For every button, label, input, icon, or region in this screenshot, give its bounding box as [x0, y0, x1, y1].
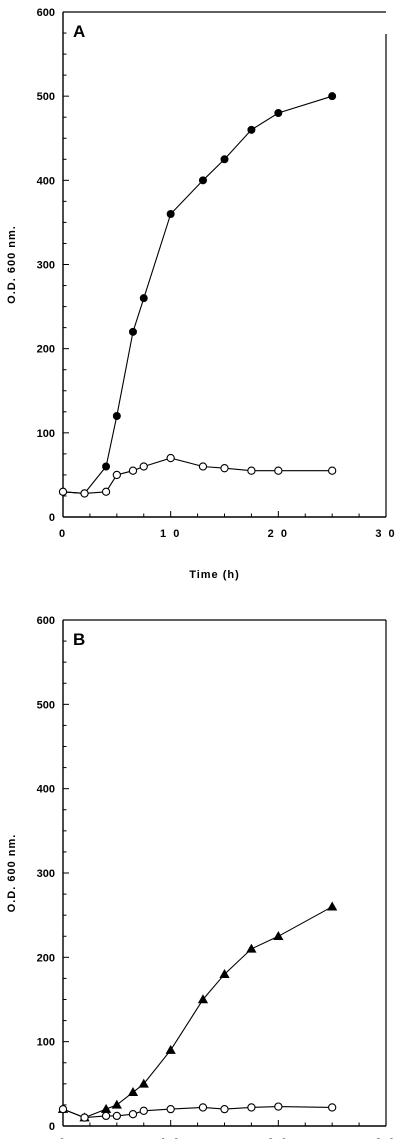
y-tick-label: 200	[37, 952, 55, 964]
y-tick-label: 500	[37, 91, 55, 103]
y-tick-label: 100	[37, 428, 55, 440]
data-point-filled-triangle	[197, 994, 209, 1004]
data-point-open-circle	[274, 1102, 283, 1111]
data-point-open-circle	[139, 1106, 148, 1115]
x-tick-label: 0	[59, 1137, 67, 1139]
x-tick-label: 3 0	[375, 1137, 396, 1139]
data-point-open-circle	[139, 462, 148, 471]
data-point-open-circle	[274, 466, 283, 475]
x-axis-title: Time (h)	[189, 569, 240, 581]
data-point-filled-circle	[102, 462, 111, 471]
data-point-filled-circle	[328, 92, 337, 101]
y-tick-label: 0	[49, 1121, 55, 1133]
data-point-filled-triangle	[165, 1044, 176, 1054]
data-point-open-circle	[80, 1113, 89, 1122]
data-point-filled-circle	[220, 155, 229, 164]
y-axis-title: O.D. 600 nm.	[6, 225, 18, 304]
y-tick-label: 200	[37, 344, 55, 356]
data-point-filled-triangle	[138, 1078, 149, 1088]
data-point-open-circle	[198, 462, 208, 471]
y-tick-label: 600	[37, 7, 55, 19]
panel-label: A	[73, 22, 85, 41]
y-tick-label: 500	[37, 699, 55, 711]
y-tick-label: 400	[37, 175, 55, 187]
data-point-open-circle	[247, 466, 256, 475]
data-point-open-circle	[166, 1104, 175, 1114]
data-point-open-circle	[128, 1110, 138, 1119]
data-point-filled-triangle	[111, 1099, 122, 1109]
series-line-1	[62, 95, 333, 494]
data-point-open-circle	[220, 464, 229, 473]
data-point-open-circle	[328, 466, 337, 475]
y-axis-title: O.D. 600 nm.	[6, 834, 18, 913]
data-point-filled-circle	[139, 294, 148, 303]
data-point-filled-triangle	[327, 901, 338, 911]
y-tick-label: 0	[49, 512, 55, 524]
x-tick-label: 0	[59, 528, 67, 540]
data-point-open-circle	[247, 1103, 256, 1112]
data-point-filled-circle	[247, 125, 256, 134]
x-tick-label: 2 0	[268, 528, 289, 540]
series-line-2	[62, 457, 333, 494]
data-point-filled-triangle	[273, 931, 284, 941]
data-point-filled-circle	[128, 327, 137, 336]
series-line-1	[62, 906, 333, 1119]
data-point-open-circle	[220, 1104, 229, 1114]
data-point-open-circle	[112, 470, 121, 480]
data-point-open-circle	[58, 1104, 68, 1114]
y-tick-label: 100	[37, 1037, 55, 1049]
data-point-open-circle	[198, 1103, 208, 1112]
data-point-filled-triangle	[246, 943, 257, 953]
x-tick-label: 1 0	[160, 528, 181, 540]
data-point-filled-circle	[198, 176, 207, 185]
y-tick-label: 300	[37, 868, 55, 880]
x-tick-label: 1 0	[160, 1137, 181, 1139]
data-point-open-circle	[80, 489, 89, 498]
data-point-filled-circle	[166, 209, 175, 218]
x-tick-label: 2 0	[268, 1137, 289, 1139]
data-point-filled-circle	[112, 411, 121, 420]
chart-panel-a: 0 100 200 300 400 500 600 0 1 0 2 0 3 0 O.D. 600 nm…	[6, 7, 396, 581]
data-point-open-circle	[128, 466, 138, 475]
data-point-filled-triangle	[127, 1087, 139, 1097]
data-point-open-circle	[58, 487, 68, 496]
data-point-filled-circle	[274, 109, 283, 118]
data-point-open-circle	[112, 1111, 121, 1121]
y-tick-label: 300	[37, 260, 55, 272]
chart-panel-b: 0 100 200 300 400 500 600 0 1 0 2 0 3 0 O.D. 600 nm…	[6, 615, 396, 1139]
data-point-filled-triangle	[100, 1103, 112, 1113]
data-point-open-circle	[101, 487, 111, 496]
data-point-filled-triangle	[219, 968, 230, 978]
data-point-open-circle	[328, 1103, 337, 1112]
data-point-open-circle	[166, 453, 175, 463]
panel-label: B	[73, 630, 85, 649]
x-tick-label: 3 0	[375, 528, 396, 540]
y-tick-label: 400	[37, 784, 55, 796]
y-tick-label: 600	[37, 615, 55, 627]
data-point-open-circle	[101, 1111, 111, 1121]
